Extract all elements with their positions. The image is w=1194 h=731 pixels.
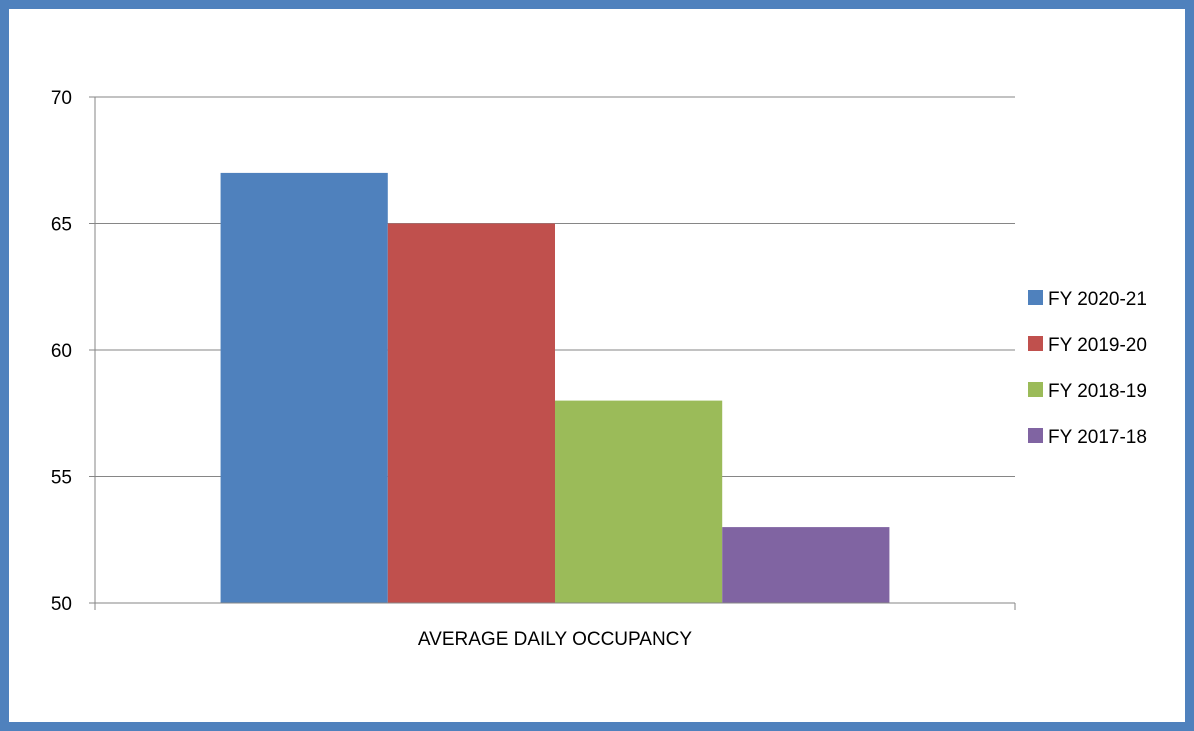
bar-fy-2018-19 bbox=[555, 400, 723, 603]
legend-swatch-fy-2019-20 bbox=[1028, 336, 1043, 351]
legend-swatch-fy-2020-21 bbox=[1028, 290, 1043, 305]
bar-fy-2019-20 bbox=[387, 223, 555, 603]
bar-fy-2017-18 bbox=[722, 527, 890, 603]
y-tick-label-50: 50 bbox=[51, 594, 72, 615]
x-tick-labels: AVERAGE DAILY OCCUPANCY bbox=[418, 629, 692, 650]
axes bbox=[94, 97, 1015, 604]
legend-label-fy-2020-21: FY 2020-21 bbox=[1048, 289, 1147, 310]
legend-label-fy-2018-19: FY 2018-19 bbox=[1048, 381, 1147, 402]
y-tick-label-60: 60 bbox=[51, 341, 72, 362]
y-tick-label-70: 70 bbox=[51, 88, 72, 109]
legend-label-fy-2017-18: FY 2017-18 bbox=[1048, 427, 1147, 448]
legend-label-fy-2019-20: FY 2019-20 bbox=[1048, 335, 1147, 356]
bars bbox=[220, 172, 890, 603]
legend: FY 2020-21 FY 2019-20 FY 2018-19 FY 2017-18 bbox=[1028, 289, 1147, 448]
legend-swatch-fy-2018-19 bbox=[1028, 382, 1043, 397]
y-tick-label-55: 55 bbox=[51, 468, 72, 489]
x-tick-label: AVERAGE DAILY OCCUPANCY bbox=[418, 629, 692, 650]
bar-fy-2020-21 bbox=[220, 172, 388, 603]
y-tick-labels: 50 55 60 65 70 bbox=[51, 88, 72, 615]
legend-swatch-fy-2017-18 bbox=[1028, 428, 1043, 443]
y-tick-label-65: 65 bbox=[51, 215, 72, 236]
